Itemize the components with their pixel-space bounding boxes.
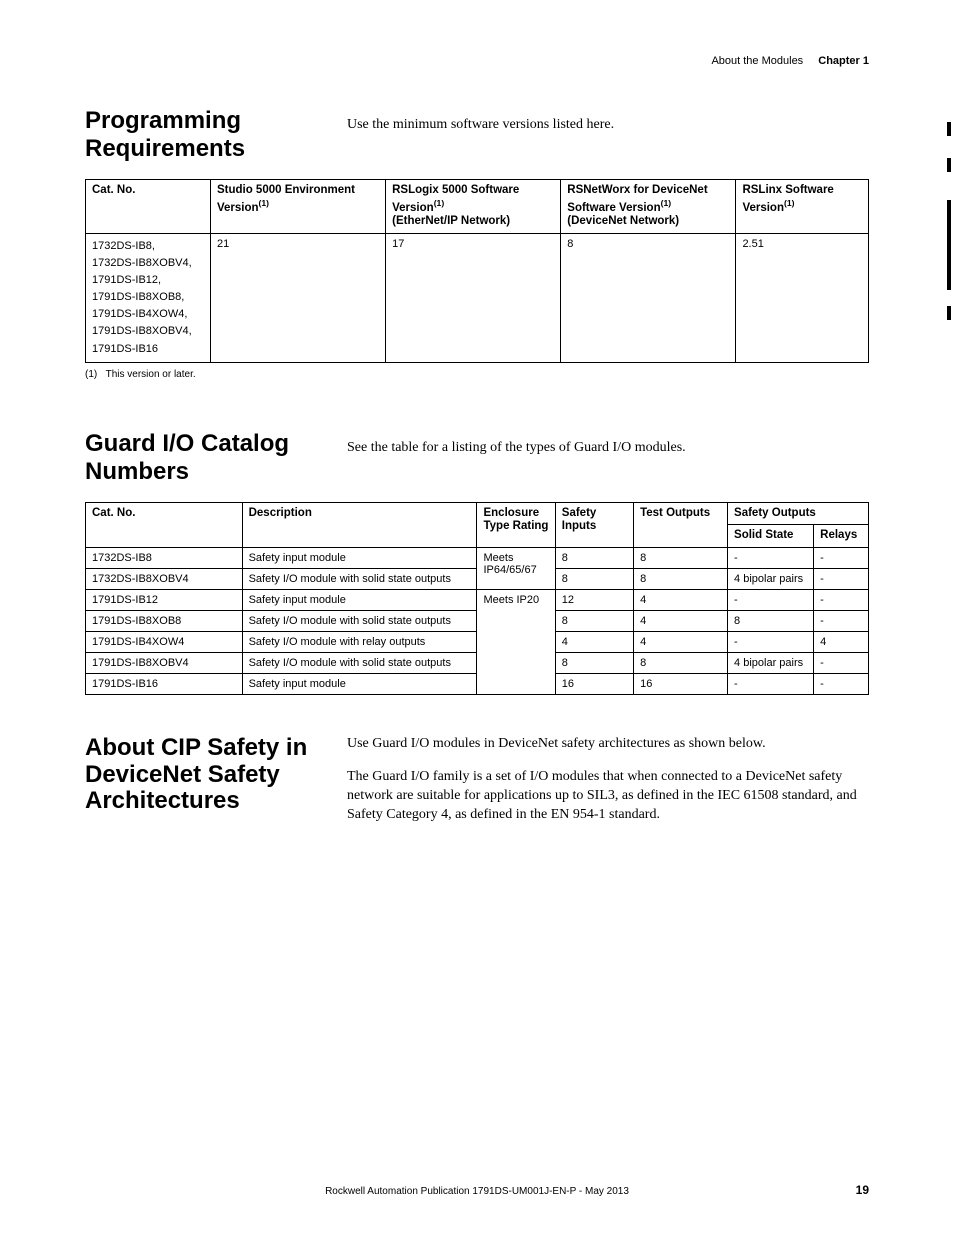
- table-cell-enclosure: Meets IP20: [477, 590, 555, 695]
- section-title: About CIP Safety in DeviceNet Safety Arc…: [85, 735, 347, 814]
- table-header: Description: [242, 502, 477, 548]
- table-cell: 4: [634, 590, 728, 611]
- table-cell: Safety I/O module with relay outputs: [242, 632, 477, 653]
- table-cell: 1732DS-IB8: [86, 548, 243, 569]
- table-cell: 1791DS-IB16: [86, 674, 243, 695]
- section-title: Guard I/O Catalog Numbers: [85, 430, 347, 486]
- publication-id: Rockwell Automation Publication 1791DS-U…: [125, 1186, 829, 1197]
- header-chapter: Chapter 1: [818, 55, 869, 67]
- table-cell: 8: [634, 548, 728, 569]
- table-cell: 8: [561, 234, 736, 362]
- table-subheader: Solid State: [728, 525, 814, 548]
- table-cell: 8: [555, 653, 633, 674]
- table-header: Cat. No.: [86, 502, 243, 548]
- change-bar: [947, 200, 951, 290]
- table-cell: -: [814, 611, 869, 632]
- table-cell: 2.51: [736, 234, 869, 362]
- change-bar: [947, 158, 951, 172]
- para: Use Guard I/O modules in DeviceNet safet…: [347, 735, 869, 754]
- page-number: 19: [829, 1183, 869, 1197]
- table-header: RSLinx SoftwareVersion(1): [736, 180, 869, 234]
- para: The Guard I/O family is a set of I/O mod…: [347, 768, 869, 825]
- table-cell: 16: [555, 674, 633, 695]
- table-cell: -: [728, 548, 814, 569]
- page: About the Modules Chapter 1 Programming …: [0, 0, 954, 1235]
- table-cell: 1791DS-IB12: [86, 590, 243, 611]
- table-header: Safety Outputs: [728, 502, 869, 525]
- header-section: About the Modules: [711, 55, 803, 67]
- section-body: Use Guard I/O modules in DeviceNet safet…: [347, 735, 869, 839]
- table-header: Cat. No.: [86, 180, 211, 234]
- table-cell: 8: [728, 611, 814, 632]
- table-cell: 17: [386, 234, 561, 362]
- table-cell-catno: 1732DS-IB8,1732DS-IB8XOBV4,1791DS-IB12,1…: [86, 234, 211, 362]
- change-bar: [947, 306, 951, 320]
- table-cell: 8: [634, 653, 728, 674]
- section-guard-io-catalog: Guard I/O Catalog Numbers See the table …: [85, 430, 869, 486]
- table-cell: -: [814, 674, 869, 695]
- section-intro: Use the minimum software versions listed…: [347, 117, 869, 133]
- change-bar: [947, 122, 951, 136]
- table-cell: 4: [634, 632, 728, 653]
- table-cell: 21: [210, 234, 385, 362]
- page-footer: Rockwell Automation Publication 1791DS-U…: [85, 1183, 869, 1197]
- table-cell: 4 bipolar pairs: [728, 653, 814, 674]
- table-cell: 8: [634, 569, 728, 590]
- running-header: About the Modules Chapter 1: [85, 55, 869, 67]
- footnote-1: (1) This version or later.: [85, 369, 869, 380]
- table-cell: Safety I/O module with solid state outpu…: [242, 569, 477, 590]
- footnote-text: This version or later.: [106, 369, 196, 380]
- table-header: Enclosure Type Rating: [477, 502, 555, 548]
- table-cell: 16: [634, 674, 728, 695]
- table-row: 1791DS-IB12Safety input moduleMeets IP20…: [86, 590, 869, 611]
- table-cell: 4: [634, 611, 728, 632]
- table-cell: 1791DS-IB8XOBV4: [86, 653, 243, 674]
- table-cell: Safety input module: [242, 590, 477, 611]
- table-cell: 12: [555, 590, 633, 611]
- table-cell: Safety input module: [242, 548, 477, 569]
- section-intro: See the table for a listing of the types…: [347, 440, 869, 456]
- table-header: Studio 5000 EnvironmentVersion(1): [210, 180, 385, 234]
- table-cell: -: [728, 632, 814, 653]
- table-cell: -: [728, 590, 814, 611]
- table-cell: 1732DS-IB8XOBV4: [86, 569, 243, 590]
- table-programming-requirements: Cat. No.Studio 5000 EnvironmentVersion(1…: [85, 179, 869, 363]
- table-cell: 1791DS-IB8XOB8: [86, 611, 243, 632]
- section-about-cip-safety: About CIP Safety in DeviceNet Safety Arc…: [85, 735, 869, 839]
- table-cell: -: [728, 674, 814, 695]
- table-cell: Safety input module: [242, 674, 477, 695]
- table-cell-enclosure: Meets IP64/65/67: [477, 548, 555, 590]
- change-bars: [942, 0, 954, 1235]
- table-cell: 8: [555, 569, 633, 590]
- section-title: Programming Requirements: [85, 107, 347, 163]
- table-cell: -: [814, 548, 869, 569]
- table-header: Test Outputs: [634, 502, 728, 548]
- table-cell: 4: [555, 632, 633, 653]
- table-cell: -: [814, 590, 869, 611]
- table-header: Safety Inputs: [555, 502, 633, 548]
- table-cell: 8: [555, 611, 633, 632]
- table-cell: Safety I/O module with solid state outpu…: [242, 653, 477, 674]
- table-subheader: Relays: [814, 525, 869, 548]
- table-cell: 8: [555, 548, 633, 569]
- table-header: RSNetWorx for DeviceNetSoftware Version(…: [561, 180, 736, 234]
- table-cell: 1791DS-IB4XOW4: [86, 632, 243, 653]
- table-cell: -: [814, 569, 869, 590]
- table-cell: 4 bipolar pairs: [728, 569, 814, 590]
- table-cell: 4: [814, 632, 869, 653]
- table-guard-io-catalog: Cat. No.DescriptionEnclosure Type Rating…: [85, 502, 869, 696]
- table-row: 1732DS-IB8Safety input moduleMeets IP64/…: [86, 548, 869, 569]
- section-programming-requirements: Programming Requirements Use the minimum…: [85, 107, 869, 163]
- footnote-num: (1): [85, 369, 103, 380]
- table-cell: Safety I/O module with solid state outpu…: [242, 611, 477, 632]
- table-cell: -: [814, 653, 869, 674]
- table-header: RSLogix 5000 SoftwareVersion(1)(EtherNet…: [386, 180, 561, 234]
